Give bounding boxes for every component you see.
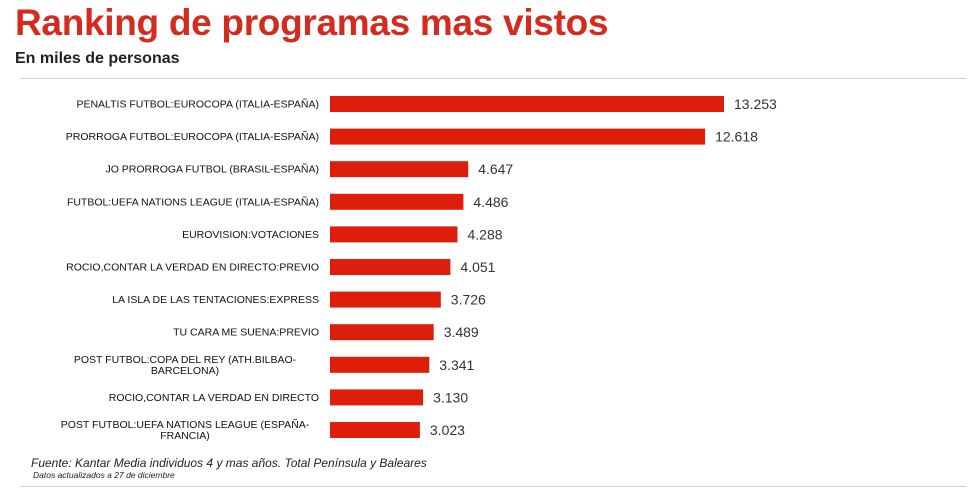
bar-2	[330, 161, 469, 178]
bar-0	[330, 96, 724, 112]
category-label-10: POST FUTBOL:UEFA NATIONS LEAGUE (ESPAÑA-…	[61, 418, 310, 442]
value-label-1: 12.618	[715, 129, 758, 145]
value-label-7: 3.489	[444, 324, 479, 340]
value-label-10: 3.023	[430, 422, 465, 438]
category-label-5: ROCIO,CONTAR LA VERDAD EN DIRECTO:PREVIO	[66, 262, 319, 274]
category-label-6: LA ISLA DE LAS TENTACIONES:EXPRESS	[112, 294, 319, 306]
category-label-9: ROCIO,CONTAR LA VERDAD EN DIRECTO	[109, 392, 319, 404]
update-note: Datos actualizados a 27 de diciembre	[33, 470, 175, 480]
value-label-5: 4.051	[460, 259, 495, 275]
value-label-8: 3.341	[439, 357, 474, 373]
page-subtitle: En miles de personas	[15, 50, 180, 67]
category-label-8: POST FUTBOL:COPA DEL REY (ATH.BILBAO-BAR…	[74, 354, 297, 377]
bar-3	[330, 193, 464, 210]
source-note: Fuente: Kantar Media individuos 4 y mas …	[31, 456, 427, 470]
bar-4	[330, 226, 458, 243]
bar-7	[330, 324, 434, 341]
category-label-0: PENALTIS FUTBOL:EUROCOPA (ITALIA-ESPAÑA)	[76, 98, 319, 111]
category-label-1: PRORROGA FUTBOL:EUROCOPA (ITALIA-ESPAÑA)	[66, 130, 319, 143]
value-label-0: 13.253	[734, 96, 777, 112]
category-label-7: TU CARA ME SUENA:PREVIO	[173, 327, 319, 339]
page-title: Ranking de programas mas vistos	[15, 2, 609, 43]
top-divider	[20, 78, 966, 79]
category-label-3: FUTBOL:UEFA NATIONS LEAGUE (ITALIA-ESPAÑ…	[67, 195, 319, 208]
bar-1	[330, 128, 706, 145]
value-label-2: 4.647	[478, 161, 513, 177]
bottom-divider	[20, 486, 966, 487]
value-label-3: 4.486	[473, 194, 508, 210]
value-label-4: 4.288	[468, 226, 503, 242]
value-label-9: 3.130	[433, 389, 468, 405]
category-label-2: JO PRORROGA FUTBOL (BRASIL-ESPAÑA)	[105, 163, 319, 176]
bar-10	[330, 422, 420, 438]
bar-5	[330, 259, 451, 275]
value-label-6: 3.726	[451, 292, 486, 308]
bar-6	[330, 291, 441, 308]
bar-9	[330, 389, 424, 406]
category-label-4: EUROVISION:VOTACIONES	[182, 229, 319, 241]
bar-8	[330, 356, 430, 373]
